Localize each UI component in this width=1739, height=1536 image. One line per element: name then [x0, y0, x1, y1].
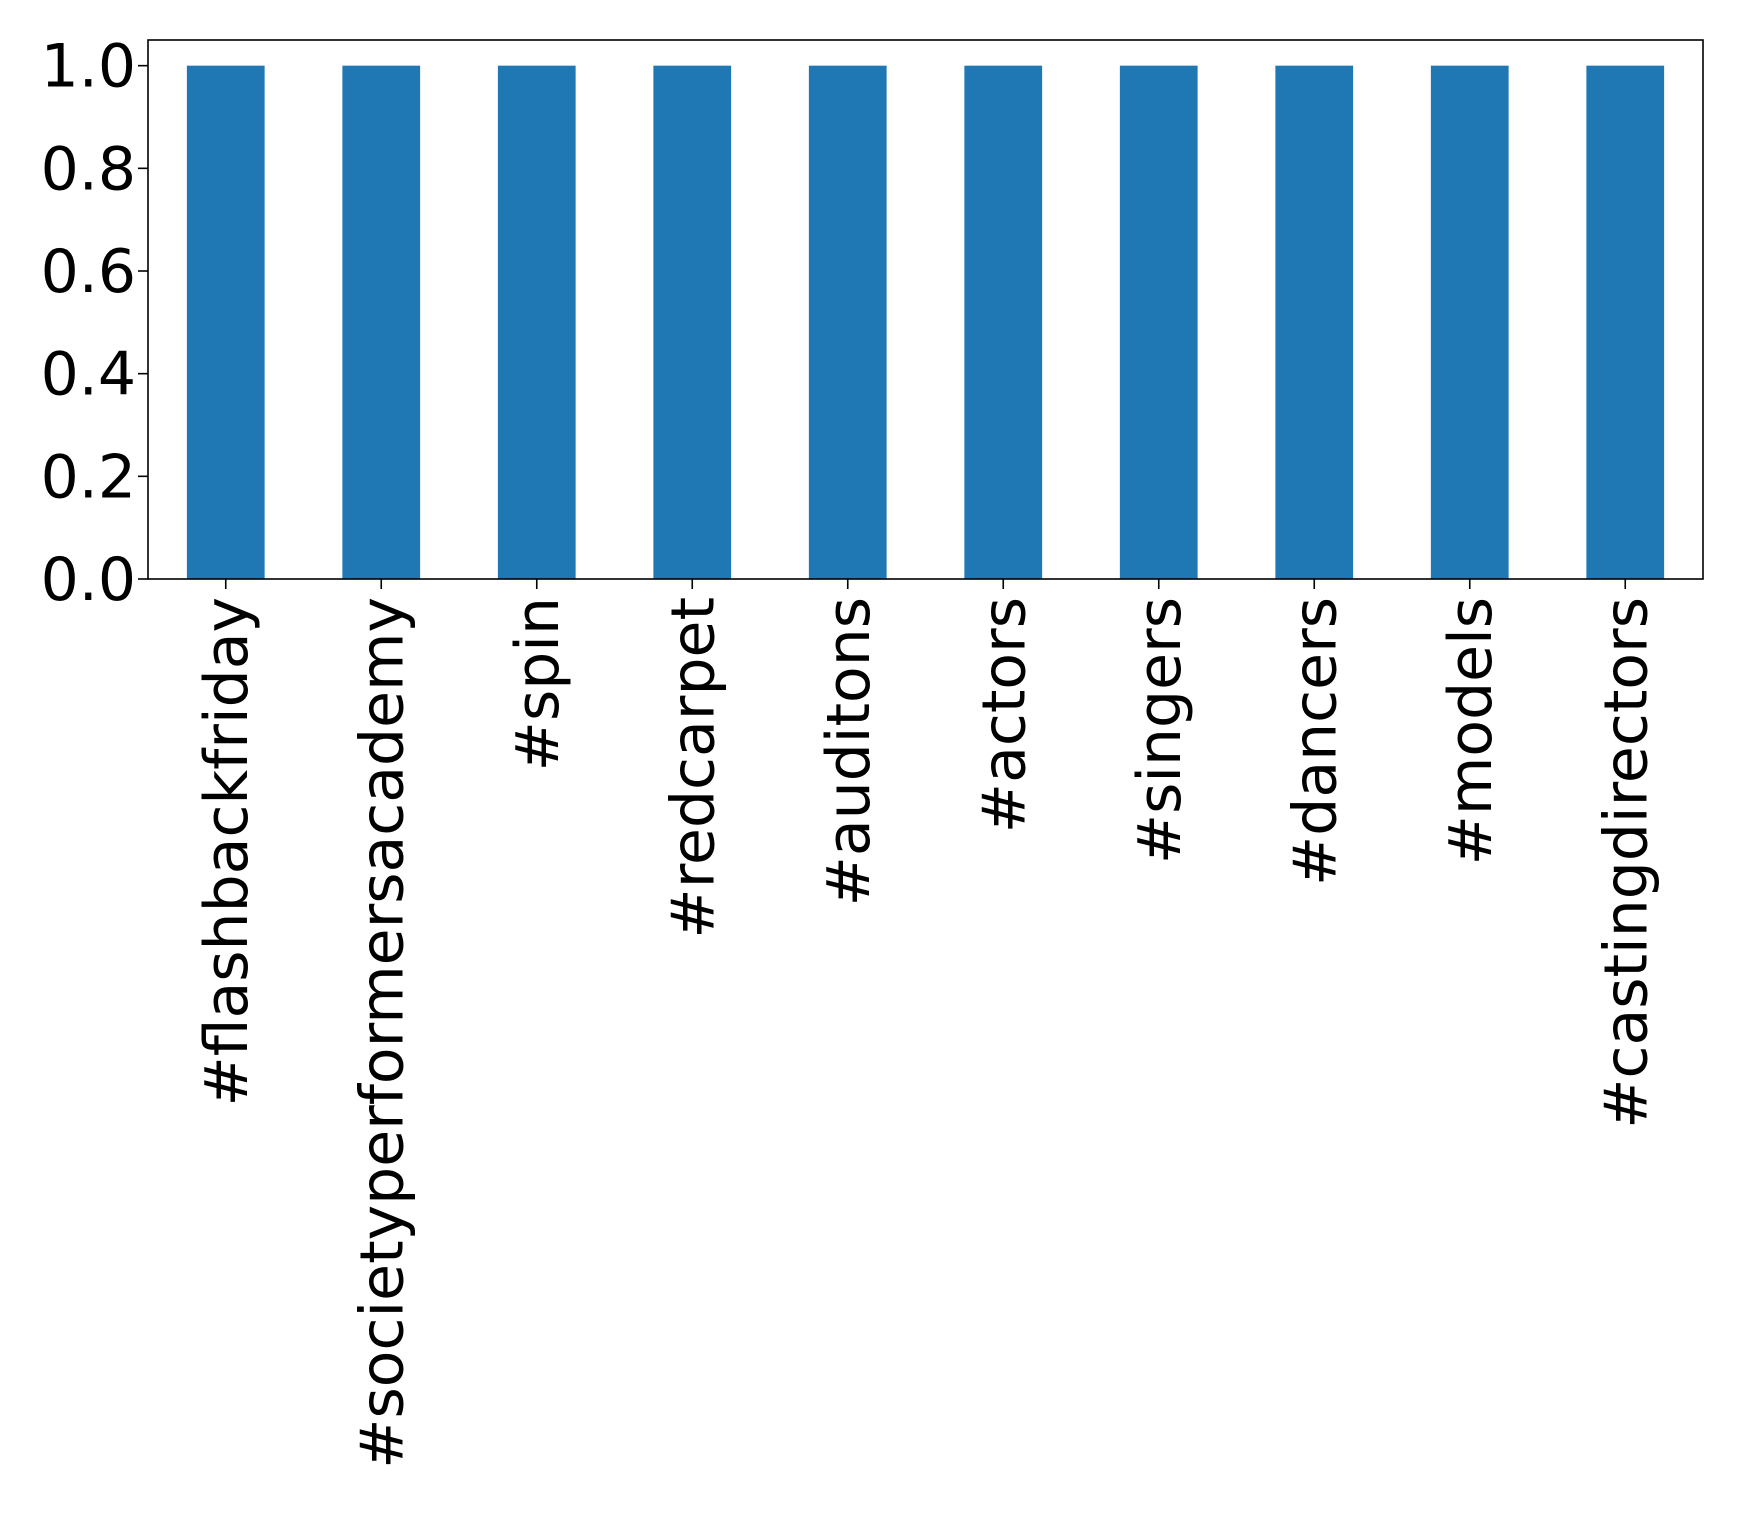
bars-group — [186, 65, 1665, 579]
y-tick-label: 0.2 — [41, 442, 136, 512]
x-tick-label: #redcarpet — [658, 597, 728, 939]
bar-flashbackfriday — [186, 65, 265, 579]
bar-models — [1430, 65, 1509, 579]
plot-frame — [147, 39, 1704, 580]
x-tick-label: #castingdirectors — [1591, 597, 1661, 1129]
bar-actors — [964, 65, 1043, 579]
bar-spin — [497, 65, 576, 579]
bar-redcarpet — [653, 65, 732, 579]
y-tick-label: 0.0 — [41, 545, 136, 615]
bar-auditons — [808, 65, 887, 579]
x-tick-label: #dancers — [1280, 597, 1350, 886]
bar-societyperformersacademy — [342, 65, 421, 579]
x-tick-label: #models — [1436, 597, 1506, 865]
bar-dancers — [1275, 65, 1354, 579]
y-axis: 0.0 0.2 0.4 0.6 0.8 1.0 — [41, 32, 148, 615]
y-tick-label: 0.6 — [41, 237, 136, 307]
x-tick-label: #flashbackfriday — [192, 597, 262, 1107]
bar-singers — [1119, 65, 1198, 579]
x-tick-label: #auditons — [814, 597, 884, 906]
bar-castingdirectors — [1586, 65, 1665, 579]
x-tick-label: #spin — [503, 597, 573, 771]
y-tick-label: 1.0 — [41, 32, 136, 102]
y-tick-label: 0.8 — [41, 134, 136, 204]
x-tick-label: #singers — [1125, 597, 1195, 864]
y-tick-label: 0.4 — [41, 340, 136, 410]
x-tick-label: #societyperformersacademy — [347, 597, 417, 1469]
x-tick-label: #actors — [969, 597, 1039, 833]
x-axis: #flashbackfriday #societyperformersacadem… — [192, 579, 1661, 1469]
